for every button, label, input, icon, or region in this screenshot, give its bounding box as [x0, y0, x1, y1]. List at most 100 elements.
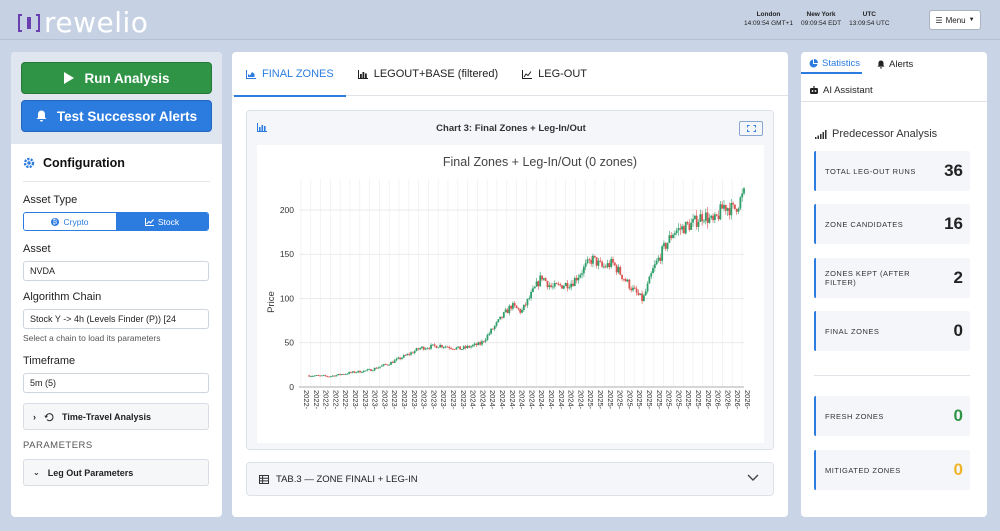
candle-body: [375, 367, 378, 369]
bell-icon: [36, 110, 47, 122]
candle-body: [550, 285, 553, 287]
clock-time: 14:09:54 GMT+1: [744, 20, 793, 27]
candle-body: [517, 308, 520, 310]
candle-body: [699, 214, 702, 222]
candle-body: [664, 243, 667, 249]
configuration-header: Configuration: [23, 156, 210, 182]
leg-out-parameters-toggle[interactable]: ⌄ Leg Out Parameters: [23, 459, 209, 486]
stats-divider: [814, 375, 970, 376]
tab-alerts[interactable]: Alerts: [877, 54, 913, 74]
candle-body: [355, 372, 358, 374]
candle-body: [330, 376, 332, 378]
x-tick-label: 2024-: [576, 390, 585, 410]
asset-type-stock[interactable]: Stock: [116, 213, 208, 230]
candle-body: [319, 375, 321, 377]
candle-body: [413, 351, 416, 354]
tab-legout-base[interactable]: LEGOUT+BASE (filtered): [346, 52, 510, 96]
candle-body: [353, 371, 356, 373]
candle-body: [324, 375, 327, 377]
x-tick-label: 2023-: [459, 390, 468, 410]
candle-body: [570, 283, 573, 288]
tab-label: LEGOUT+BASE (filtered): [373, 68, 499, 80]
candle-body: [615, 265, 618, 273]
candle-body: [491, 328, 494, 330]
x-tick-label: 2025-: [655, 390, 664, 410]
candle-body: [557, 283, 560, 285]
x-tick-label: 2025-: [645, 390, 654, 410]
x-tick-label: 2022-: [312, 390, 321, 410]
x-tick-label: 2025-: [625, 390, 634, 410]
candle-body: [461, 348, 463, 350]
candle-body: [546, 281, 549, 288]
tab-statistics[interactable]: Statistics: [801, 54, 863, 74]
x-tick-label: 2026-: [704, 390, 713, 410]
x-tick-label: 2024-: [498, 390, 507, 410]
candle-body: [730, 203, 733, 216]
expand-button[interactable]: [739, 121, 763, 136]
test-successor-alerts-button[interactable]: Test Successor Alerts: [21, 100, 212, 132]
candle-body: [668, 235, 671, 243]
menu-button[interactable]: ☰ Menu ▼: [929, 10, 981, 30]
price-chart[interactable]: Final Zones + Leg-In/Out (0 zones) Price…: [257, 145, 764, 443]
stat-label: FINAL ZONES: [825, 326, 880, 336]
timeframe-select[interactable]: 5m (5): [23, 373, 209, 393]
candle-body: [562, 286, 565, 289]
candle-body: [417, 348, 420, 350]
main-panel: FINAL ZONES LEGOUT+BASE (filtered) LEG-O…: [232, 52, 788, 517]
candle-body: [737, 208, 740, 212]
chart-area-icon: [246, 69, 256, 79]
run-analysis-label: Run Analysis: [84, 70, 170, 86]
tab-leg-out[interactable]: LEG-OUT: [510, 52, 599, 96]
candle-body: [340, 374, 343, 375]
tab-final-zones[interactable]: FINAL ZONES: [234, 52, 346, 97]
asset-type-crypto-label: Crypto: [63, 216, 89, 227]
candle-body: [337, 373, 340, 376]
candle-body: [703, 220, 705, 222]
candle-body: [641, 293, 644, 301]
asset-type-label: Asset Type: [23, 194, 78, 206]
candle-body: [526, 298, 529, 306]
candle-body: [684, 222, 687, 234]
menu-label: Menu: [945, 15, 966, 25]
logo[interactable]: rewelio: [18, 6, 148, 39]
candle-body: [559, 284, 562, 286]
candle-body: [482, 341, 485, 343]
y-tick-label: 100: [280, 293, 294, 303]
candle-body: [710, 215, 713, 218]
candle-body: [473, 343, 476, 346]
svg-text:₿: ₿: [53, 219, 58, 226]
time-travel-toggle[interactable]: › Time-Travel Analysis: [23, 403, 209, 430]
candle-body: [455, 347, 458, 350]
candle-body: [719, 204, 722, 220]
candle-body: [655, 260, 658, 265]
run-analysis-button[interactable]: Run Analysis: [21, 62, 212, 94]
stat-label: FRESH ZONES: [825, 411, 884, 421]
stat-label: MITIGATED ZONES: [825, 465, 901, 475]
x-tick-label: 2025-: [635, 390, 644, 410]
candle-body: [333, 375, 336, 377]
candle-body: [630, 288, 633, 291]
candle-body: [444, 346, 447, 348]
candle-body: [743, 188, 745, 194]
candle-body: [619, 267, 622, 275]
clock-time: 09:09:54 EDT: [800, 20, 842, 27]
sidebar-actions: Run Analysis Test Successor Alerts: [11, 52, 222, 144]
candle-body: [411, 352, 414, 354]
table-icon: [259, 474, 269, 484]
tab-ai-assistant[interactable]: AI Assistant: [809, 80, 873, 100]
algorithm-chain-select[interactable]: Stock Y -> 4h (Levels Finder (P)) [24: [23, 309, 209, 329]
candle-body: [601, 261, 603, 267]
zone-table-section-toggle[interactable]: TAB.3 — ZONE FINALI + LEG-IN: [246, 462, 774, 496]
candle-body: [635, 288, 638, 293]
candle-body: [393, 360, 396, 363]
candle-body: [357, 370, 360, 373]
candle-body: [679, 228, 682, 230]
x-tick-label: 2026-: [743, 390, 752, 410]
candle-body: [686, 222, 689, 224]
x-tick-label: 2024-: [508, 390, 517, 410]
asset-type-crypto[interactable]: ₿ Crypto: [24, 213, 116, 230]
candle-body: [441, 345, 443, 348]
x-tick-label: 2023-: [420, 390, 429, 410]
asset-input[interactable]: NVDA: [23, 261, 209, 281]
candle-body: [331, 375, 334, 377]
